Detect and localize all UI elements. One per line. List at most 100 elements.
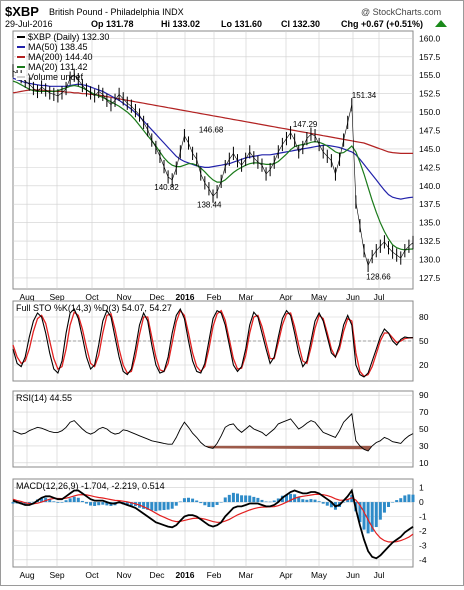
y-tick-label: 80 [419, 312, 429, 322]
macd-histogram-bar [395, 500, 399, 503]
y-tick-label: -3 [419, 540, 427, 550]
macd-histogram-bar [125, 502, 129, 506]
macd-histogram-bar [211, 502, 215, 508]
macd-histogram-bar [203, 502, 207, 506]
legend-label: MA(20) 131.42 [28, 62, 88, 72]
macd-histogram-bar [195, 500, 199, 503]
brand-label: @ StockCharts.com [361, 7, 441, 17]
macd-histogram-bar [305, 499, 309, 503]
macd-histogram-bar [170, 502, 174, 509]
x-axis-top-label: Dec [149, 292, 165, 302]
x-axis-top-label: Jul [374, 292, 385, 302]
x-axis-bottom-label: Oct [85, 570, 99, 580]
macd-histogram-bar [411, 494, 415, 503]
macd-histogram-bar [31, 501, 35, 503]
macd-histogram-bar [248, 495, 252, 503]
macd-histogram-bar [207, 502, 211, 507]
y-tick-label: -1 [419, 512, 427, 522]
macd-histogram-bar [68, 498, 72, 503]
macd-histogram-bar [60, 502, 64, 503]
macd-histogram-bar [382, 502, 386, 513]
macd-histogram-bar [284, 494, 288, 503]
sto-title: Full STO %K(14,3) %D(3) 54.07, 54.27 [16, 303, 172, 313]
x-axis-top-label: Nov [116, 292, 132, 302]
macd-histogram-bar [244, 495, 248, 503]
macd-histogram-bar [231, 492, 235, 503]
quote-date: 29-Jul-2016 [5, 19, 53, 29]
x-axis-bottom-label: Apr [279, 570, 292, 580]
price-line [12, 70, 414, 267]
macd-histogram-bar [358, 502, 362, 523]
macd-histogram-bar [325, 502, 329, 506]
macd-histogram-bar [72, 496, 76, 503]
macd-histogram-bar [215, 502, 219, 505]
macd-histogram-bar [256, 497, 260, 503]
macd-histogram-bar [11, 502, 15, 504]
macd-histogram-bar [227, 494, 231, 503]
macd-histogram-bar [399, 498, 403, 503]
macd-histogram-bar [268, 501, 272, 503]
macd-histogram-bar [219, 502, 223, 503]
x-axis-bottom-label: Jun [346, 570, 360, 580]
rsi-line [12, 412, 414, 452]
x-axis-top-label: Jun [346, 292, 360, 302]
y-tick-label: 132.5 [419, 236, 441, 246]
y-tick-label: 90 [419, 390, 429, 400]
symbol-title: $XBP [5, 4, 39, 19]
y-tick-label: 155.0 [419, 70, 441, 80]
y-tick-label: 1 [419, 483, 424, 493]
y-tick-label: 127.5 [419, 273, 441, 283]
macd-histogram-bar [154, 502, 158, 512]
macd-histogram-bar [301, 499, 305, 503]
macd-histogram-bar [40, 497, 44, 503]
x-axis-top-label: Mar [239, 292, 254, 302]
macd-histogram-bar [313, 499, 317, 503]
macd-histogram-bar [223, 497, 227, 503]
rsi-title: RSI(14) 44.55 [16, 393, 72, 403]
y-tick-label: 145.0 [419, 144, 441, 154]
macd-histogram-bar [321, 502, 325, 504]
y-tick-label: 50 [419, 424, 429, 434]
price-annotation: 138.44 [197, 200, 222, 209]
macd-histogram-bar [387, 502, 391, 507]
macd-histogram-bar [276, 498, 280, 503]
y-tick-label: 137.5 [419, 199, 441, 209]
x-axis-top-label: Apr [279, 292, 292, 302]
legend-label: MA(200) 144.40 [28, 52, 93, 62]
x-axis-top-label: Feb [207, 292, 222, 302]
y-tick-label: 152.5 [419, 89, 441, 99]
macd-histogram-bar [44, 497, 48, 503]
macd-histogram-bar [309, 499, 313, 503]
y-tick-label: 20 [419, 360, 429, 370]
y-tick-label: 10 [419, 458, 429, 468]
quote-close: Cl 132.30 [281, 19, 320, 29]
quote-low: Lo 131.60 [221, 19, 262, 29]
y-tick-label: 157.5 [419, 52, 441, 62]
x-axis-bottom-label: Nov [116, 570, 132, 580]
macd-histogram-bar [264, 501, 268, 503]
macd-histogram-bar [235, 493, 239, 503]
macd-histogram-bar [199, 502, 203, 504]
macd-histogram-bar [182, 498, 186, 503]
sto-d-line [12, 309, 414, 377]
legend-label: $XBP (Daily) 132.30 [28, 32, 109, 42]
price-annotation: 147.29 [293, 120, 318, 129]
macd-histogram-bar [142, 502, 146, 509]
rsi-oversold-fill [204, 445, 373, 451]
x-axis-bottom-label: Sep [49, 570, 64, 580]
y-tick-label: 70 [419, 407, 429, 417]
quote-change: Chg +0.67 (+0.51%) [341, 19, 423, 29]
macd-histogram-bar [260, 499, 264, 503]
macd-histogram-bar [129, 502, 133, 506]
macd-histogram-bar [317, 501, 321, 503]
x-axis-bottom-label: Feb [207, 570, 222, 580]
macd-histogram-bar [391, 502, 395, 503]
macd-histogram-bar [342, 502, 346, 503]
x-axis-top-label: Aug [19, 292, 34, 302]
macd-signal-line [12, 493, 414, 543]
macd-histogram-bar [289, 493, 293, 503]
x-axis-bottom-label: Jul [374, 570, 385, 580]
macd-histogram-bar [240, 495, 244, 503]
macd-histogram-bar [158, 502, 162, 511]
x-axis-top-label: May [311, 292, 328, 302]
